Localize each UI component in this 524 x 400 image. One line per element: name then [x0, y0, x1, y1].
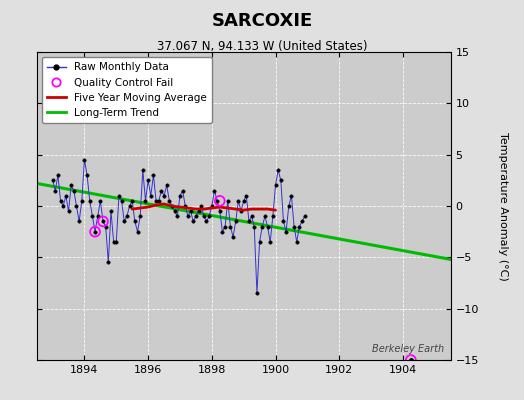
Text: Berkeley Earth: Berkeley Earth: [373, 344, 444, 354]
Point: [215, 198, 224, 204]
Point: [407, 357, 415, 363]
Y-axis label: Temperature Anomaly (°C): Temperature Anomaly (°C): [498, 132, 508, 280]
Legend: Raw Monthly Data, Quality Control Fail, Five Year Moving Average, Long-Term Tren: Raw Monthly Data, Quality Control Fail, …: [42, 57, 212, 123]
Point: [99, 218, 107, 225]
Point: [91, 228, 99, 235]
Text: 37.067 N, 94.133 W (United States): 37.067 N, 94.133 W (United States): [157, 40, 367, 53]
Text: SARCOXIE: SARCOXIE: [211, 12, 313, 30]
